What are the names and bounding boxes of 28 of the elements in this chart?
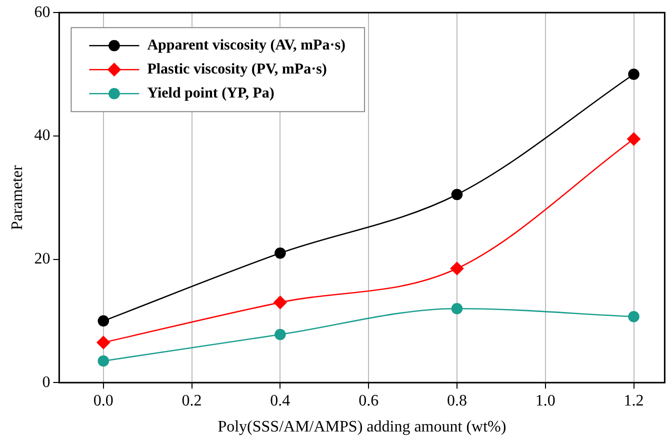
point: [450, 262, 464, 276]
x-tick-label: 1.2: [624, 392, 644, 410]
point: [627, 132, 640, 146]
point: [451, 302, 463, 314]
x-tick-label: 0.4: [270, 392, 290, 410]
x-tick-label: 0.2: [182, 392, 202, 410]
point: [96, 336, 110, 350]
legend-label: Apparent viscosity (AV, mPa·s): [147, 37, 346, 54]
point: [98, 315, 110, 327]
point: [628, 310, 640, 322]
y-axis-title: Parameter: [8, 164, 26, 230]
x-tick-label: 0.8: [446, 392, 467, 410]
point: [274, 247, 286, 259]
y-tick-label: 60: [34, 4, 50, 21]
legend-label: Yield point (YP, Pa): [147, 85, 274, 102]
x-tick-label: 0.0: [93, 392, 114, 410]
x-tick-label: 0.6: [358, 392, 379, 410]
x-axis-title: Poly(SSS/AM/AMPS) adding amount (wt%): [218, 418, 506, 436]
point: [98, 355, 110, 367]
y-tick-label: 40: [34, 127, 50, 144]
x-tick-label: 1.0: [535, 392, 556, 410]
y-tick-label: 20: [34, 250, 50, 268]
legend-label: Plastic viscosity (PV, mPa·s): [147, 61, 327, 78]
point: [274, 296, 287, 310]
point: [274, 328, 286, 340]
point: [628, 68, 640, 80]
point: [451, 188, 463, 200]
y-tick-label: 0: [42, 374, 50, 391]
